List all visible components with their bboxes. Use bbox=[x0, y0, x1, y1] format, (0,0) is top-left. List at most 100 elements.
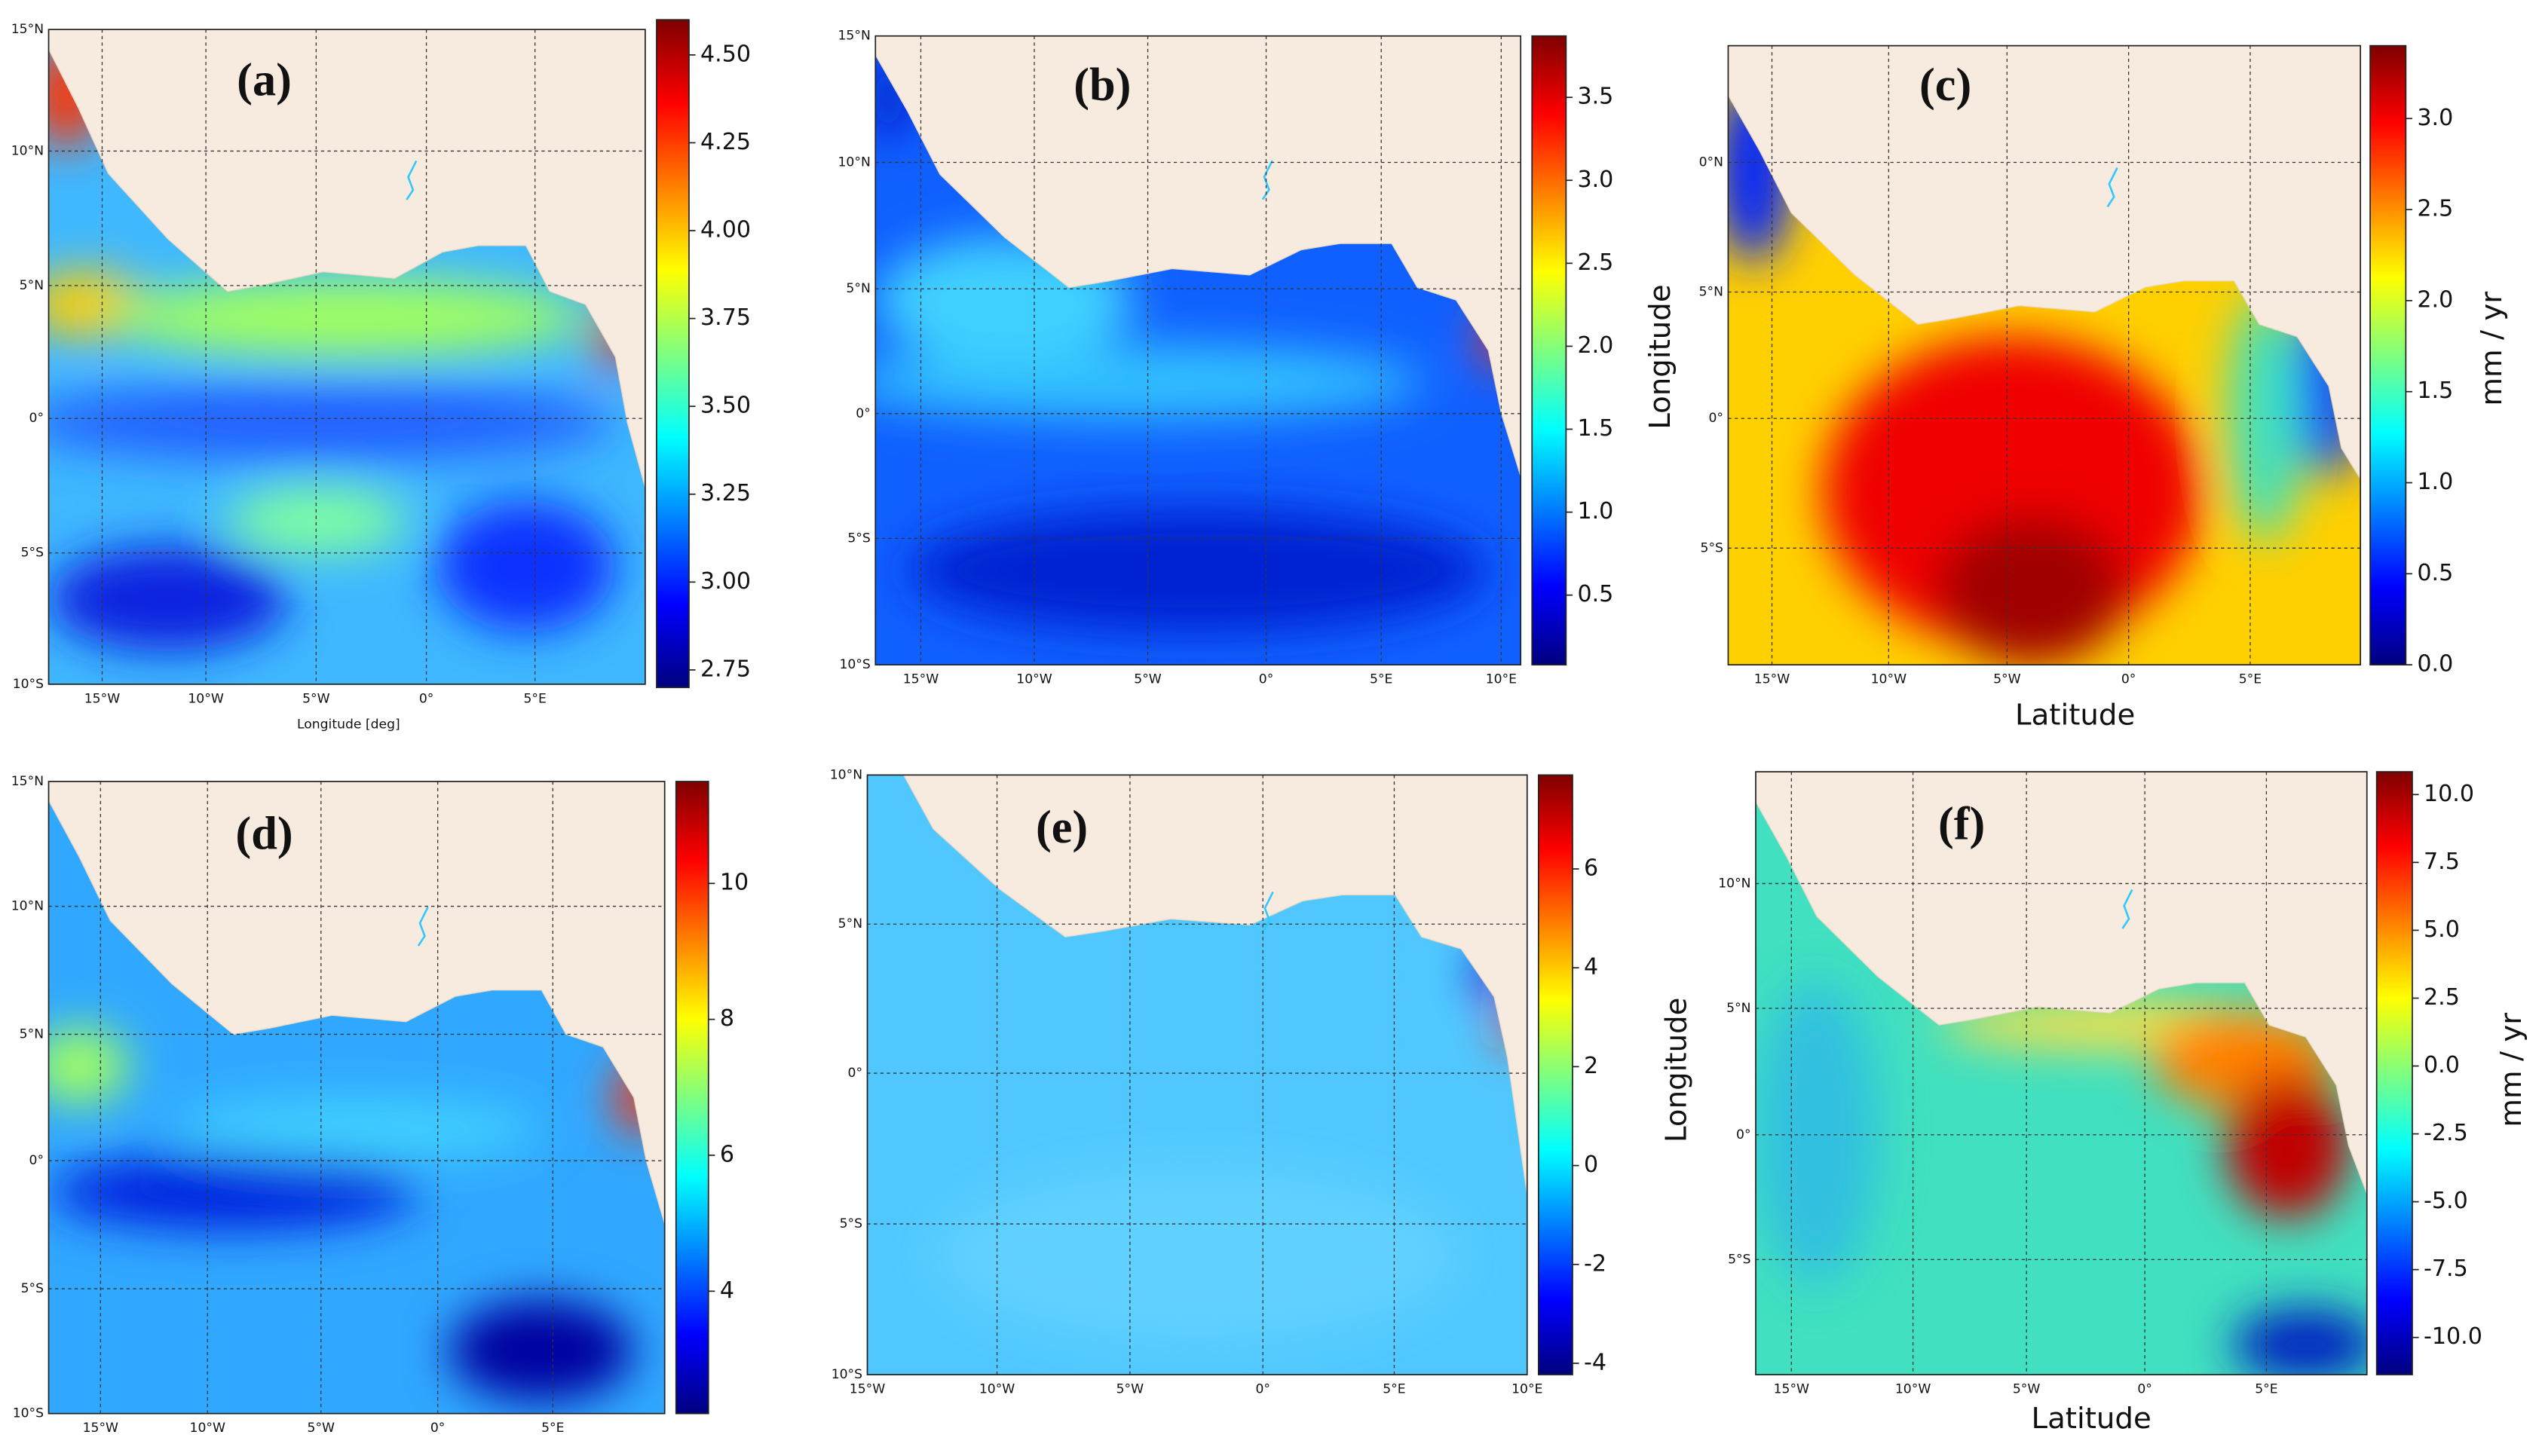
colorbar-tick-label: 2 bbox=[1584, 1053, 1598, 1079]
colorbar-tick-label: -4 bbox=[1584, 1349, 1606, 1375]
colorbar-tick-label: 8 bbox=[720, 1005, 734, 1032]
colorbar-label: mm / yr bbox=[2495, 1013, 2528, 1127]
y-tick-label: 5°N bbox=[838, 916, 862, 931]
y-tick-label: 15°N bbox=[838, 29, 870, 44]
field-patch bbox=[908, 507, 1489, 634]
colorbar-tick-label: 4.50 bbox=[700, 41, 751, 67]
field bbox=[48, 1028, 665, 1401]
x-tick-label: 15°W bbox=[903, 671, 939, 687]
y-tick-label: 0°N bbox=[1699, 154, 1723, 170]
colorbar-tick-label: -2 bbox=[1584, 1250, 1606, 1277]
field-patch bbox=[48, 546, 288, 652]
x-tick-label: 0° bbox=[2137, 1381, 2152, 1396]
colorbar-tick-label: 1.5 bbox=[1577, 415, 1613, 442]
y-tick-label: 5°N bbox=[20, 1026, 44, 1042]
x-tick-label: 5°W bbox=[302, 691, 330, 706]
colorbar-tick-label: 2.5 bbox=[2417, 196, 2453, 222]
x-tick-label: 5°W bbox=[1993, 671, 2021, 687]
map-frame bbox=[874, 35, 1522, 665]
colorbar-tick-label: 3.0 bbox=[2417, 105, 2453, 131]
y-tick-label: 5°S bbox=[1728, 1252, 1750, 1267]
y-tick-label: 5°S bbox=[840, 1216, 862, 1231]
colorbar-tick-label: -10.0 bbox=[2424, 1323, 2482, 1350]
field-patch bbox=[48, 1028, 129, 1104]
colorbar-tick-label: 1.0 bbox=[1577, 498, 1613, 525]
field-patch bbox=[1756, 983, 1879, 1285]
map-frame bbox=[47, 781, 666, 1415]
x-tick-label: 15°W bbox=[1754, 671, 1790, 687]
x-tick-label: 0° bbox=[2121, 671, 2136, 687]
x-axis-label: Latitude bbox=[2032, 1402, 2152, 1436]
colorbar-tick-label: 4.00 bbox=[700, 217, 751, 243]
y-axis-label: Longitude bbox=[1643, 284, 1677, 429]
y-tick-label: 5°N bbox=[20, 278, 44, 293]
y-tick-label: 0° bbox=[848, 1066, 863, 1081]
map-frame bbox=[1727, 44, 2362, 665]
y-axis-label: Longitude bbox=[1659, 998, 1693, 1142]
colorbar bbox=[2375, 771, 2413, 1375]
colorbar-tick-label: 3.00 bbox=[700, 568, 751, 595]
colorbar-tick-label: 0.0 bbox=[2424, 1052, 2460, 1078]
map-frame bbox=[1755, 771, 2368, 1375]
colorbar-tick-label: 0.5 bbox=[2417, 560, 2453, 586]
colorbar bbox=[1531, 35, 1567, 665]
y-tick-label: 10°N bbox=[830, 767, 862, 782]
y-tick-label: 10°S bbox=[13, 1406, 44, 1421]
y-tick-label: 0° bbox=[1708, 411, 1723, 426]
y-tick-label: 5°S bbox=[21, 546, 44, 561]
y-tick-label: 10°N bbox=[11, 899, 44, 914]
x-tick-label: 5°W bbox=[308, 1421, 335, 1436]
map bbox=[48, 781, 665, 1414]
colorbar-tick-label: 2.0 bbox=[2417, 286, 2453, 313]
x-tick-label: 0° bbox=[1255, 1381, 1270, 1396]
x-axis-label: Longitude [deg] bbox=[297, 717, 400, 733]
y-tick-label: 15°N bbox=[11, 22, 44, 37]
y-tick-label: 10°N bbox=[11, 143, 44, 158]
x-tick-label: 10°W bbox=[1895, 1381, 1931, 1396]
y-tick-label: 5°N bbox=[846, 281, 870, 296]
colorbar-tick-label: 6 bbox=[1584, 855, 1598, 881]
colorbar-tick-label: 0 bbox=[1584, 1152, 1598, 1178]
x-tick-label: 5°E bbox=[2255, 1381, 2277, 1396]
colorbar-tick-label: 0.5 bbox=[1577, 581, 1613, 607]
panel-label: (e) bbox=[1036, 801, 1088, 853]
x-tick-label: 5°E bbox=[1383, 1381, 1405, 1396]
y-tick-label: 15°N bbox=[11, 774, 44, 789]
map bbox=[867, 775, 1527, 1375]
colorbar-tick-label: 4 bbox=[1584, 954, 1598, 980]
field-patch bbox=[48, 1154, 418, 1231]
river bbox=[1262, 892, 1274, 931]
x-tick-label: 10°E bbox=[1486, 671, 1517, 687]
colorbar-tick-label: 1.5 bbox=[2417, 378, 2453, 404]
colorbar-tick-label: 3.5 bbox=[1577, 84, 1613, 110]
y-tick-label: 0° bbox=[29, 1153, 44, 1168]
x-tick-label: 0° bbox=[430, 1421, 446, 1436]
map bbox=[48, 29, 645, 684]
colorbar-tick-label: 2.75 bbox=[700, 656, 751, 682]
colorbar-tick-label: 2.5 bbox=[2424, 984, 2460, 1011]
colorbar-tick-label: 3.25 bbox=[700, 480, 751, 506]
land bbox=[1728, 45, 2361, 480]
river bbox=[2121, 889, 2133, 929]
panel-label: (d) bbox=[235, 808, 292, 860]
x-tick-label: 15°W bbox=[83, 1421, 118, 1436]
field-patch bbox=[48, 383, 616, 462]
panel: 15°W 10°W 5°W 0° 5°E 10°E 10°N 5°N 0° 5°S 10°S (e) 6… bbox=[830, 767, 1606, 1396]
field-patch bbox=[2228, 293, 2304, 541]
colorbar-tick-label: -7.5 bbox=[2424, 1256, 2468, 1282]
colorbar-tick-label: 4 bbox=[720, 1277, 734, 1304]
colorbar bbox=[675, 781, 709, 1415]
x-tick-label: 5°E bbox=[1370, 671, 1392, 687]
colorbar-tick-label: -2.5 bbox=[2424, 1120, 2468, 1146]
panel-label: (f) bbox=[1938, 798, 1985, 850]
panel: 15°W 10°W 5°W 0° 5°E 15°N 10°N 5°N 0° 5°S 10°S (a) L… bbox=[11, 19, 751, 733]
colorbar-tick-label: 10 bbox=[720, 870, 749, 896]
river bbox=[406, 160, 418, 200]
river bbox=[417, 906, 429, 947]
panel-label: (b) bbox=[1073, 59, 1131, 111]
field-patch bbox=[449, 1299, 634, 1401]
y-tick-label: 5°N bbox=[1699, 285, 1723, 300]
colorbar-tick-label: 1.0 bbox=[2417, 469, 2453, 495]
y-tick-label: 5°N bbox=[1726, 1001, 1750, 1016]
x-tick-label: 10°W bbox=[1871, 671, 1906, 687]
